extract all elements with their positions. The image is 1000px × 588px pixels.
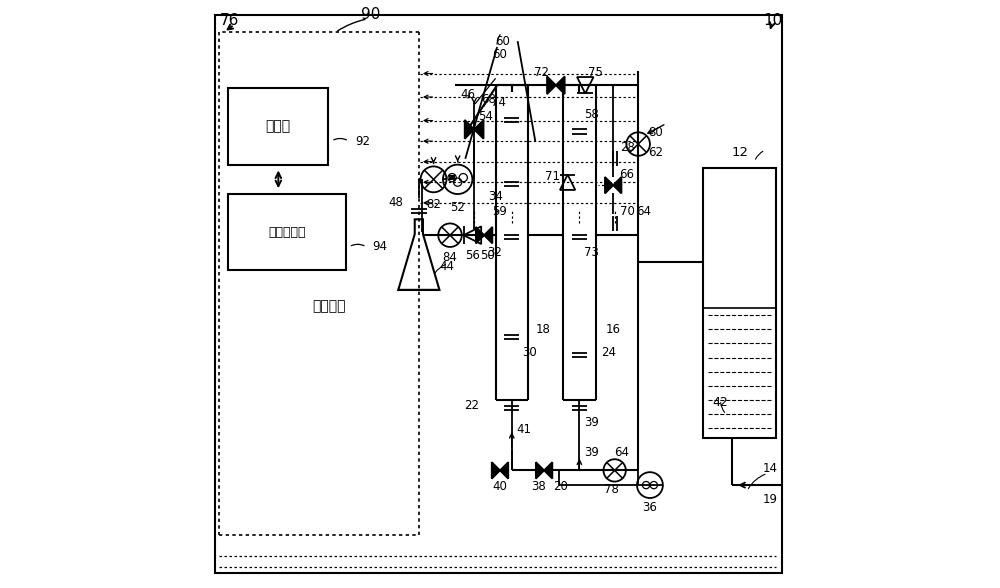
Text: 62: 62 (648, 146, 663, 159)
Text: 82: 82 (426, 198, 441, 211)
Text: 19: 19 (763, 493, 778, 506)
Text: 39: 39 (584, 416, 599, 429)
Text: 60: 60 (496, 35, 510, 48)
Bar (449, 175, 455, 181)
Bar (228, 194, 346, 270)
Text: 56: 56 (465, 249, 480, 262)
Text: 16: 16 (606, 323, 621, 336)
Text: 75: 75 (588, 66, 603, 79)
Text: 70: 70 (620, 205, 635, 218)
Text: 71: 71 (545, 170, 560, 183)
Text: 66: 66 (619, 168, 634, 181)
Text: 64: 64 (637, 205, 652, 218)
Text: 22: 22 (464, 399, 479, 412)
Text: 60: 60 (493, 48, 507, 61)
Text: 92: 92 (355, 135, 370, 148)
Text: 48: 48 (388, 196, 403, 209)
Text: 84: 84 (443, 251, 457, 264)
Polygon shape (547, 76, 556, 94)
Polygon shape (500, 462, 508, 479)
Polygon shape (605, 177, 613, 193)
Polygon shape (613, 177, 621, 193)
Polygon shape (476, 227, 484, 243)
Polygon shape (556, 76, 565, 94)
Text: 94: 94 (372, 240, 387, 253)
Text: 90: 90 (361, 7, 380, 22)
Text: 46: 46 (460, 88, 475, 101)
Polygon shape (465, 120, 474, 139)
Text: 42: 42 (713, 396, 728, 409)
Text: 44: 44 (440, 260, 455, 273)
Text: 58: 58 (584, 108, 599, 121)
Text: 10: 10 (764, 13, 783, 28)
Text: 存储器单元: 存储器单元 (268, 226, 306, 239)
Text: 72: 72 (534, 66, 549, 79)
Text: 18: 18 (535, 323, 550, 336)
Text: 34: 34 (488, 191, 503, 203)
Text: 54: 54 (478, 110, 493, 123)
Text: 64: 64 (614, 446, 629, 459)
Text: 28: 28 (620, 141, 635, 153)
Bar (703, 168, 776, 438)
Text: 36: 36 (643, 501, 657, 514)
Polygon shape (544, 462, 552, 479)
Text: 控制单元: 控制单元 (313, 299, 346, 313)
Text: 76: 76 (220, 13, 239, 28)
Polygon shape (474, 120, 484, 139)
Text: 80: 80 (648, 126, 663, 139)
Text: 52: 52 (450, 201, 465, 214)
Text: 68: 68 (481, 93, 496, 106)
Text: 38: 38 (531, 480, 546, 493)
Text: 处理器: 处理器 (266, 119, 291, 133)
Text: 30: 30 (522, 346, 537, 359)
Text: 14: 14 (763, 462, 778, 475)
Text: 74: 74 (491, 96, 506, 109)
Polygon shape (484, 227, 492, 243)
Text: 39: 39 (584, 446, 599, 459)
Text: 59: 59 (492, 205, 507, 218)
Text: 20: 20 (553, 480, 568, 493)
Text: 40: 40 (493, 480, 507, 493)
Text: 12: 12 (731, 146, 748, 159)
Text: 50: 50 (480, 249, 494, 262)
Text: 78: 78 (604, 483, 619, 496)
Bar (228, 88, 328, 165)
Text: 24: 24 (601, 346, 616, 359)
Text: 41: 41 (516, 423, 531, 436)
Text: 32: 32 (487, 246, 502, 259)
Polygon shape (536, 462, 544, 479)
Text: 73: 73 (584, 246, 599, 259)
Polygon shape (492, 462, 500, 479)
